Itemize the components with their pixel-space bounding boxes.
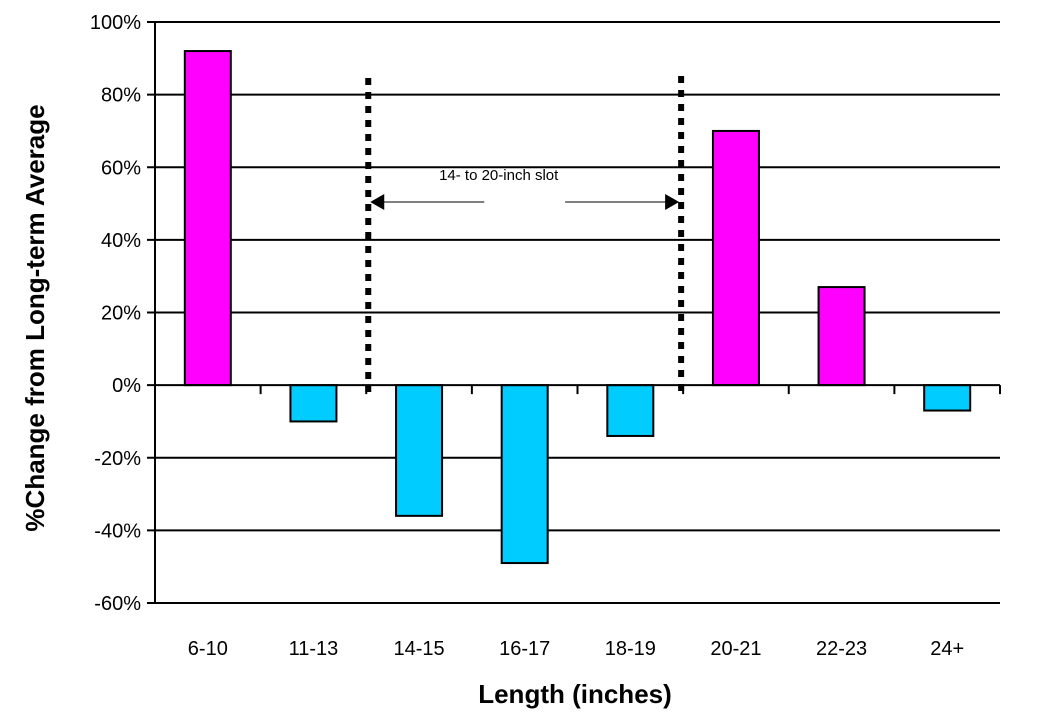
arrowhead-left bbox=[370, 194, 385, 210]
x-tick-label: 11-13 bbox=[289, 638, 339, 660]
x-tick-label: 14-15 bbox=[393, 638, 444, 660]
y-tick-label: 60% bbox=[101, 157, 141, 179]
y-axis-title: %Change from Long-term Average bbox=[20, 104, 50, 531]
gridlines bbox=[155, 21, 1000, 604]
y-tick-label: 0% bbox=[112, 375, 141, 397]
x-tick-label: 24+ bbox=[930, 638, 964, 660]
bars bbox=[183, 50, 972, 565]
y-tick-label: 40% bbox=[101, 230, 141, 252]
bar-22-23 bbox=[817, 286, 866, 387]
slot-label: 14- to 20-inch slot bbox=[439, 167, 559, 184]
x-tick-label: 18-19 bbox=[605, 638, 656, 660]
bar-20-21 bbox=[711, 129, 760, 387]
y-tick-label: -40% bbox=[94, 520, 141, 542]
x-axis-title: Length (inches) bbox=[478, 679, 672, 709]
slot-annotation: 14- to 20-inch slot bbox=[365, 76, 685, 392]
x-tick-label: 22-23 bbox=[816, 638, 867, 660]
bar-16-17 bbox=[500, 384, 549, 565]
y-tick-label: 100% bbox=[90, 12, 141, 34]
y-tick-label: 20% bbox=[101, 303, 141, 325]
y-tick-label: 80% bbox=[101, 85, 141, 107]
x-tick-label: 16-17 bbox=[499, 638, 550, 660]
y-axis-ticks: 100% 80% 60% 40% 20% 0% -20% -40% -60% bbox=[90, 12, 155, 615]
x-tick-label: 6-10 bbox=[188, 638, 228, 660]
bar-18-19 bbox=[606, 384, 655, 437]
x-axis-ticks: 6-10 11-13 14-15 16-17 18-19 20-21 22-23 24+ bbox=[188, 638, 964, 660]
y-tick-label: -60% bbox=[94, 593, 141, 615]
bar-14-15 bbox=[395, 384, 444, 517]
bar-11-13 bbox=[289, 384, 338, 423]
x-tick-label: 20-21 bbox=[710, 638, 761, 660]
arrowhead-right bbox=[665, 194, 680, 210]
bar-6-10 bbox=[183, 50, 232, 387]
y-tick-label: -20% bbox=[94, 448, 141, 470]
bar-24+ bbox=[923, 384, 972, 412]
